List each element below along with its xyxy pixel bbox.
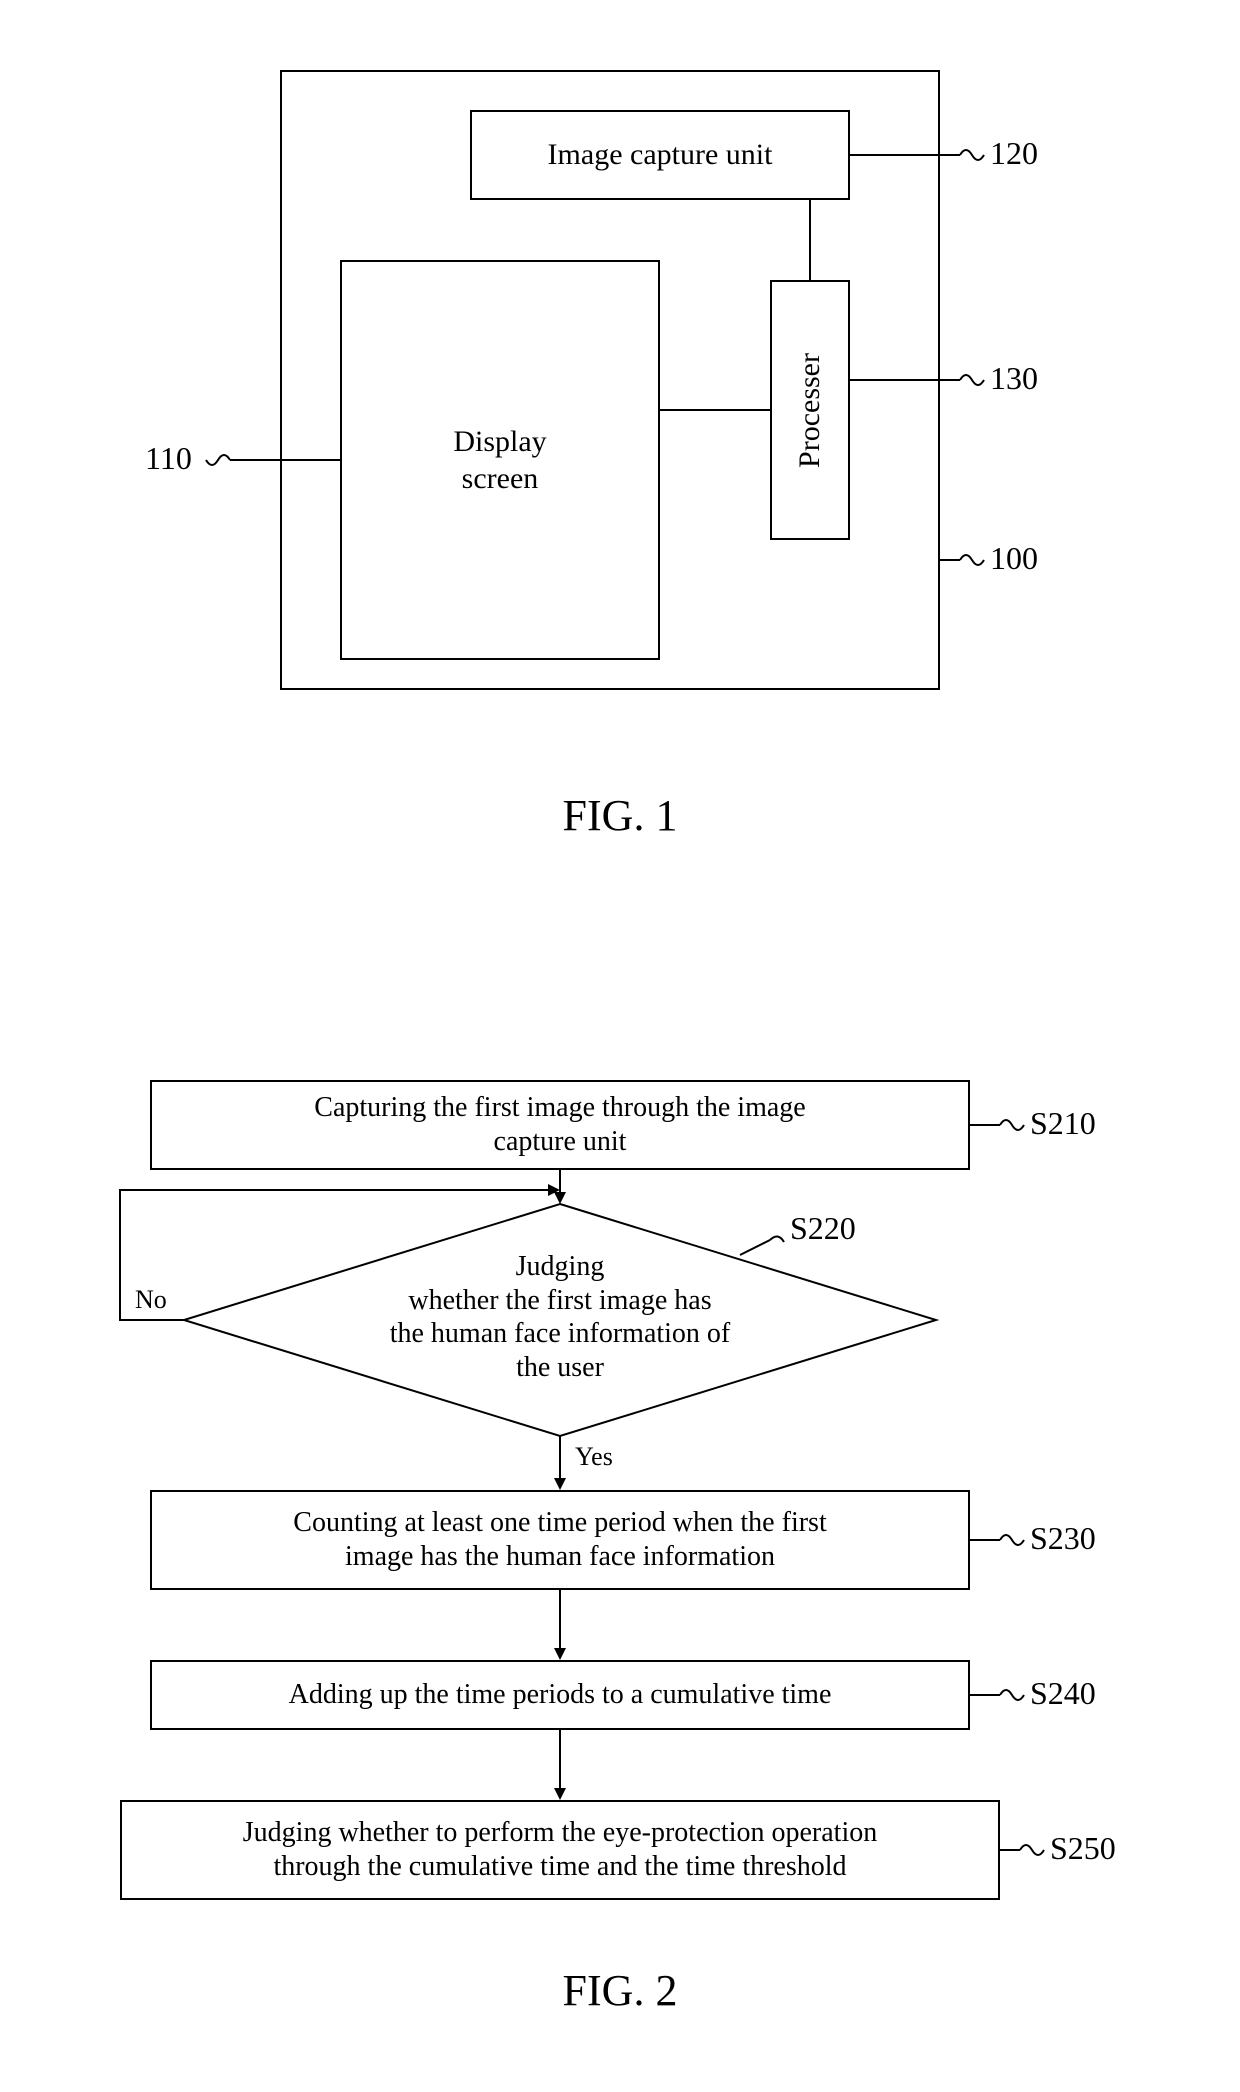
fig2-no-label: No	[135, 1285, 167, 1315]
fig1-ref-100: 100	[990, 540, 1038, 577]
fig1-display-screen: Display screen	[340, 260, 660, 660]
page: Image capture unit Display screen Proces…	[0, 0, 1240, 2092]
fig1-image-capture-unit: Image capture unit	[470, 110, 850, 200]
fig1-ref-110: 110	[145, 440, 192, 477]
fig2-caption: FIG. 2	[0, 1965, 1240, 2016]
fig2-s210-box: Capturing the first image through the im…	[150, 1080, 970, 1170]
fig2-s230-text: Counting at least one time period when t…	[293, 1506, 826, 1573]
fig2-s250-text: Judging whether to perform the eye-prote…	[243, 1816, 877, 1883]
fig2-ref-s240: S240	[1030, 1675, 1096, 1712]
fig1-image-capture-unit-label: Image capture unit	[548, 136, 773, 174]
fig2-s210-text: Capturing the first image through the im…	[314, 1091, 805, 1158]
fig2-s240-box: Adding up the time periods to a cumulati…	[150, 1660, 970, 1730]
fig1-display-screen-label: Display screen	[453, 423, 546, 498]
fig1-caption: FIG. 1	[0, 790, 1240, 841]
fig2-ref-s220: S220	[790, 1210, 856, 1247]
fig2-s230-box: Counting at least one time period when t…	[150, 1490, 970, 1590]
fig2-yes-label: Yes	[575, 1442, 613, 1472]
fig1-processer: Processer	[770, 280, 850, 540]
fig1-ref-120: 120	[990, 135, 1038, 172]
fig2-ref-s250: S250	[1050, 1830, 1116, 1867]
fig2-s240-text: Adding up the time periods to a cumulati…	[289, 1678, 832, 1712]
fig2-s220-text: Judging whether the first image has the …	[180, 1250, 940, 1384]
fig2-ref-s230: S230	[1030, 1520, 1096, 1557]
fig1-processer-label: Processer	[791, 353, 829, 468]
fig2-s250-box: Judging whether to perform the eye-prote…	[120, 1800, 1000, 1900]
fig2-ref-s210: S210	[1030, 1105, 1096, 1142]
fig1-ref-130: 130	[990, 360, 1038, 397]
